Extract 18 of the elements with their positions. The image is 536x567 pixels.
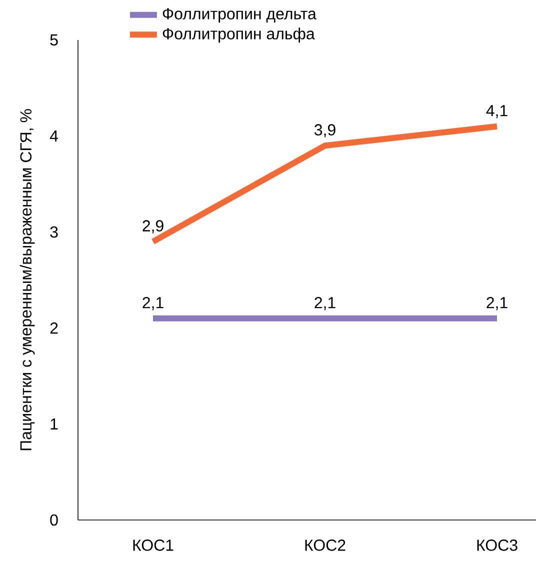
- legend-label: Фоллитропин альфа: [162, 28, 315, 43]
- data-label: 3,9: [314, 124, 336, 138]
- data-label: 4,1: [486, 105, 508, 118]
- x-tick-label: КОС2: [305, 540, 346, 551]
- y-tick-label: 5: [50, 34, 58, 46]
- y-axis-title: Пациентки с умеренным/выраженным СГЯ, %: [20, 109, 35, 450]
- data-label: 2,1: [314, 296, 336, 310]
- y-tick-label: 3: [50, 226, 58, 238]
- y-tick-label: 1: [50, 418, 58, 430]
- data-label: 2,1: [486, 296, 508, 310]
- x-tick-label: КОС3: [477, 540, 518, 551]
- data-label: 2,9: [142, 220, 164, 234]
- x-tick-label: КОС1: [133, 540, 174, 551]
- y-tick-label: 2: [50, 322, 58, 334]
- legend-label: Фоллитропин дельта: [162, 8, 316, 23]
- y-tick-label: 4: [50, 130, 58, 142]
- data-label: 2,1: [142, 296, 164, 310]
- y-tick-label: 0: [50, 514, 58, 526]
